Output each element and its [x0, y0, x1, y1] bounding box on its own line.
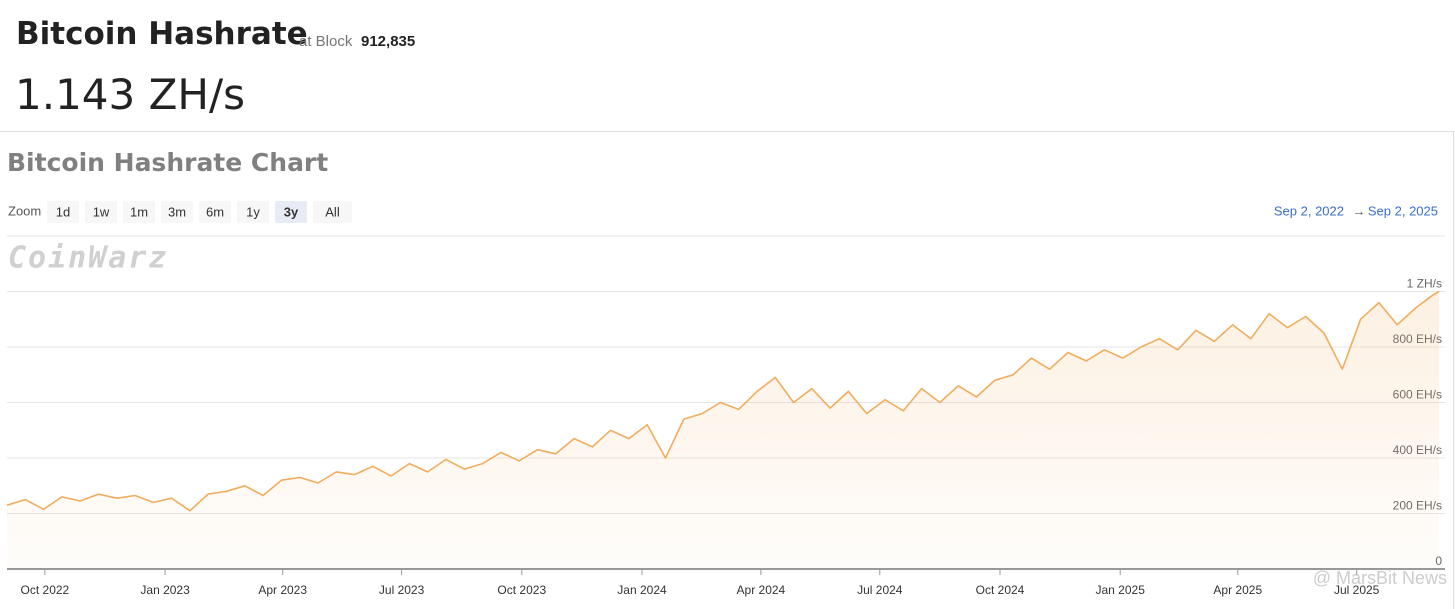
- zoom-button[interactable]: [47, 201, 79, 223]
- zoom-button-label[interactable]: 1m: [130, 204, 148, 219]
- zoom-button[interactable]: [237, 201, 269, 223]
- chart-title: Bitcoin Hashrate Chart: [7, 148, 328, 177]
- zoom-button[interactable]: [275, 201, 307, 223]
- zoom-button[interactable]: [85, 201, 117, 223]
- range-separator: →: [1353, 203, 1366, 218]
- x-tick-label: Oct 2023: [497, 583, 546, 597]
- block-height: 912,835: [361, 33, 416, 50]
- hashrate-value: 1.143 ZH/s: [15, 70, 245, 119]
- source-watermark: @ MarsBit News: [1313, 568, 1447, 588]
- range-to: Sep 2, 2025: [1368, 203, 1438, 218]
- x-tick-label: Jan 2023: [140, 583, 190, 597]
- zoom-button-label[interactable]: 1w: [93, 204, 110, 219]
- area: [7, 291, 1439, 569]
- x-tick-label: Oct 2022: [21, 583, 70, 597]
- x-tick-label: Oct 2024: [976, 583, 1025, 597]
- zoom-button-label[interactable]: 1y: [246, 204, 260, 219]
- zoom-label: Zoom: [8, 203, 41, 218]
- watermark: CoinWarz: [8, 241, 169, 276]
- block-prefix: at Block: [299, 33, 353, 50]
- zoom-button-label[interactable]: 3m: [168, 204, 186, 219]
- chart: Bitcoin Hashrate Chart Zoom CoinWarz @ M…: [6, 148, 1447, 597]
- x-tick-label: Jul 2025: [1334, 583, 1380, 597]
- zoom-button[interactable]: [313, 201, 352, 223]
- zoom-button[interactable]: [199, 201, 231, 223]
- x-tick-label: Jul 2023: [379, 583, 425, 597]
- x-tick-label: Jan 2025: [1096, 583, 1146, 597]
- zoom-button-label[interactable]: 6m: [206, 204, 224, 219]
- zoom-button-label[interactable]: 1d: [56, 204, 70, 219]
- zoom-button-label[interactable]: All: [325, 204, 340, 219]
- divider: [0, 131, 1455, 132]
- x-tick-label: Apr 2025: [1213, 583, 1262, 597]
- x-tick-label: Apr 2024: [737, 583, 786, 597]
- y-tick-label: 1 ZH/s: [1407, 277, 1442, 291]
- x-tick-label: Jan 2024: [617, 583, 667, 597]
- x-tick-label: Jul 2024: [857, 583, 903, 597]
- x-tick-label: Apr 2023: [258, 583, 307, 597]
- zoom-button-label[interactable]: 3y: [284, 204, 299, 219]
- zoom-button[interactable]: [161, 201, 193, 223]
- range-from: Sep 2, 2022: [1274, 203, 1344, 218]
- page-title: Bitcoin Hashrate: [16, 16, 308, 52]
- zoom-button[interactable]: [123, 201, 155, 223]
- line: [6, 290, 1440, 512]
- divider: [1453, 131, 1454, 609]
